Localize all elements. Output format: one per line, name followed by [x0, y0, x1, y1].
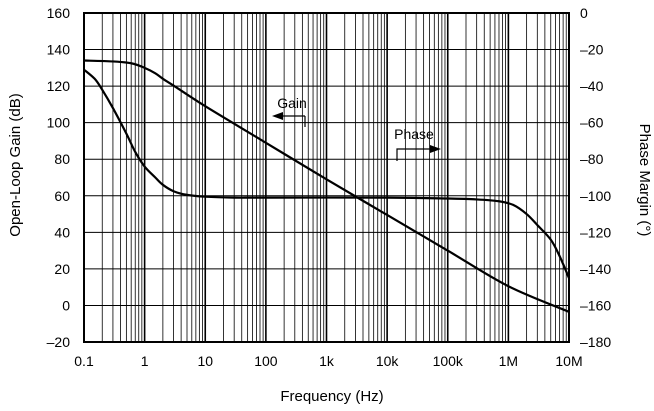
annotation-gain-arrowhead — [272, 112, 283, 120]
left-tick-label: 40 — [54, 224, 70, 240]
annotation-phase-label: Phase — [394, 126, 434, 142]
annotation-phase-arrowhead — [430, 145, 441, 153]
right-tick-label: –80 — [580, 151, 604, 167]
left-tick-label: 60 — [54, 188, 70, 204]
annotation-phase-bracket — [396, 148, 431, 161]
x-tick-label: 100k — [433, 353, 464, 369]
annotation-gain-label: Gain — [277, 95, 307, 111]
x-axis-title: Frequency (Hz) — [280, 388, 383, 405]
right-tick-label: –20 — [580, 42, 604, 58]
x-axis-ticks: 0.1 1 10 100 1k 10k 100k 1M 10M — [74, 353, 582, 369]
left-axis-ticks: 160 140 120 100 80 60 40 20 0 –20 — [47, 5, 71, 350]
x-tick-label: 10 — [197, 353, 213, 369]
left-axis-title: Open-Loop Gain (dB) — [7, 93, 24, 236]
left-tick-label: 120 — [47, 78, 71, 94]
plot-frame — [83, 12, 570, 343]
right-tick-label: –60 — [580, 115, 604, 131]
x-tick-label: 1M — [499, 353, 518, 369]
right-tick-label: 0 — [580, 5, 588, 21]
x-tick-label: 100 — [254, 353, 278, 369]
x-tick-label: 0.1 — [74, 353, 94, 369]
right-tick-label: –120 — [580, 224, 611, 240]
x-tick-label: 10k — [376, 353, 400, 369]
left-tick-label: 20 — [54, 261, 70, 277]
grid — [83, 12, 569, 343]
right-axis-title: Phase Margin (°) — [636, 124, 653, 237]
series-group — [83, 59, 571, 313]
annotation-gain-bracket — [281, 115, 306, 127]
series-phase-line — [83, 68, 571, 279]
left-tick-label: –20 — [47, 334, 71, 350]
left-tick-label: 160 — [47, 5, 71, 21]
left-tick-label: 80 — [54, 151, 70, 167]
right-tick-label: –40 — [580, 78, 604, 94]
left-tick-label: 100 — [47, 115, 71, 131]
right-tick-label: –180 — [580, 334, 611, 350]
left-tick-label: 140 — [47, 42, 71, 58]
series-gain-line — [83, 59, 570, 313]
right-tick-label: –160 — [580, 297, 611, 313]
left-tick-label: 0 — [62, 297, 70, 313]
right-tick-label: –140 — [580, 261, 611, 277]
x-tick-label: 10M — [555, 353, 582, 369]
x-tick-label: 1k — [319, 353, 335, 369]
right-axis-ticks: 0 –20 –40 –60 –80 –100 –120 –140 –160 –180 — [580, 5, 611, 350]
x-tick-label: 1 — [141, 353, 149, 369]
annotations: Gain Phase — [272, 95, 441, 161]
right-tick-label: –100 — [580, 188, 611, 204]
